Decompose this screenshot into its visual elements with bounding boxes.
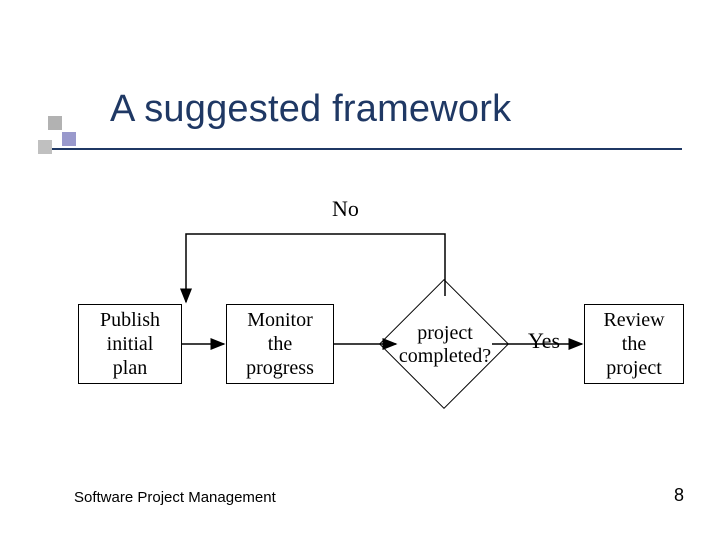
page-number: 8 [674,485,684,506]
decor-square-2 [62,132,76,146]
edge-label-no: No [332,196,359,222]
node-decision-label: projectcompleted? [380,280,510,410]
node-publish-label: Publishinitialplan [100,308,160,380]
node-review: Reviewtheproject [584,304,684,384]
node-monitor-label: Monitortheprogress [246,308,314,380]
flowchart-arrows [0,0,720,540]
node-monitor: Monitortheprogress [226,304,334,384]
node-review-label: Reviewtheproject [603,308,664,380]
footer-text: Software Project Management [74,489,276,506]
slide-title: A suggested framework [110,88,511,131]
edge-label-yes: Yes [528,328,560,354]
title-underline [38,148,682,150]
decor-square-3 [38,140,52,154]
node-publish: Publishinitialplan [78,304,182,384]
decor-square-1 [48,116,62,130]
